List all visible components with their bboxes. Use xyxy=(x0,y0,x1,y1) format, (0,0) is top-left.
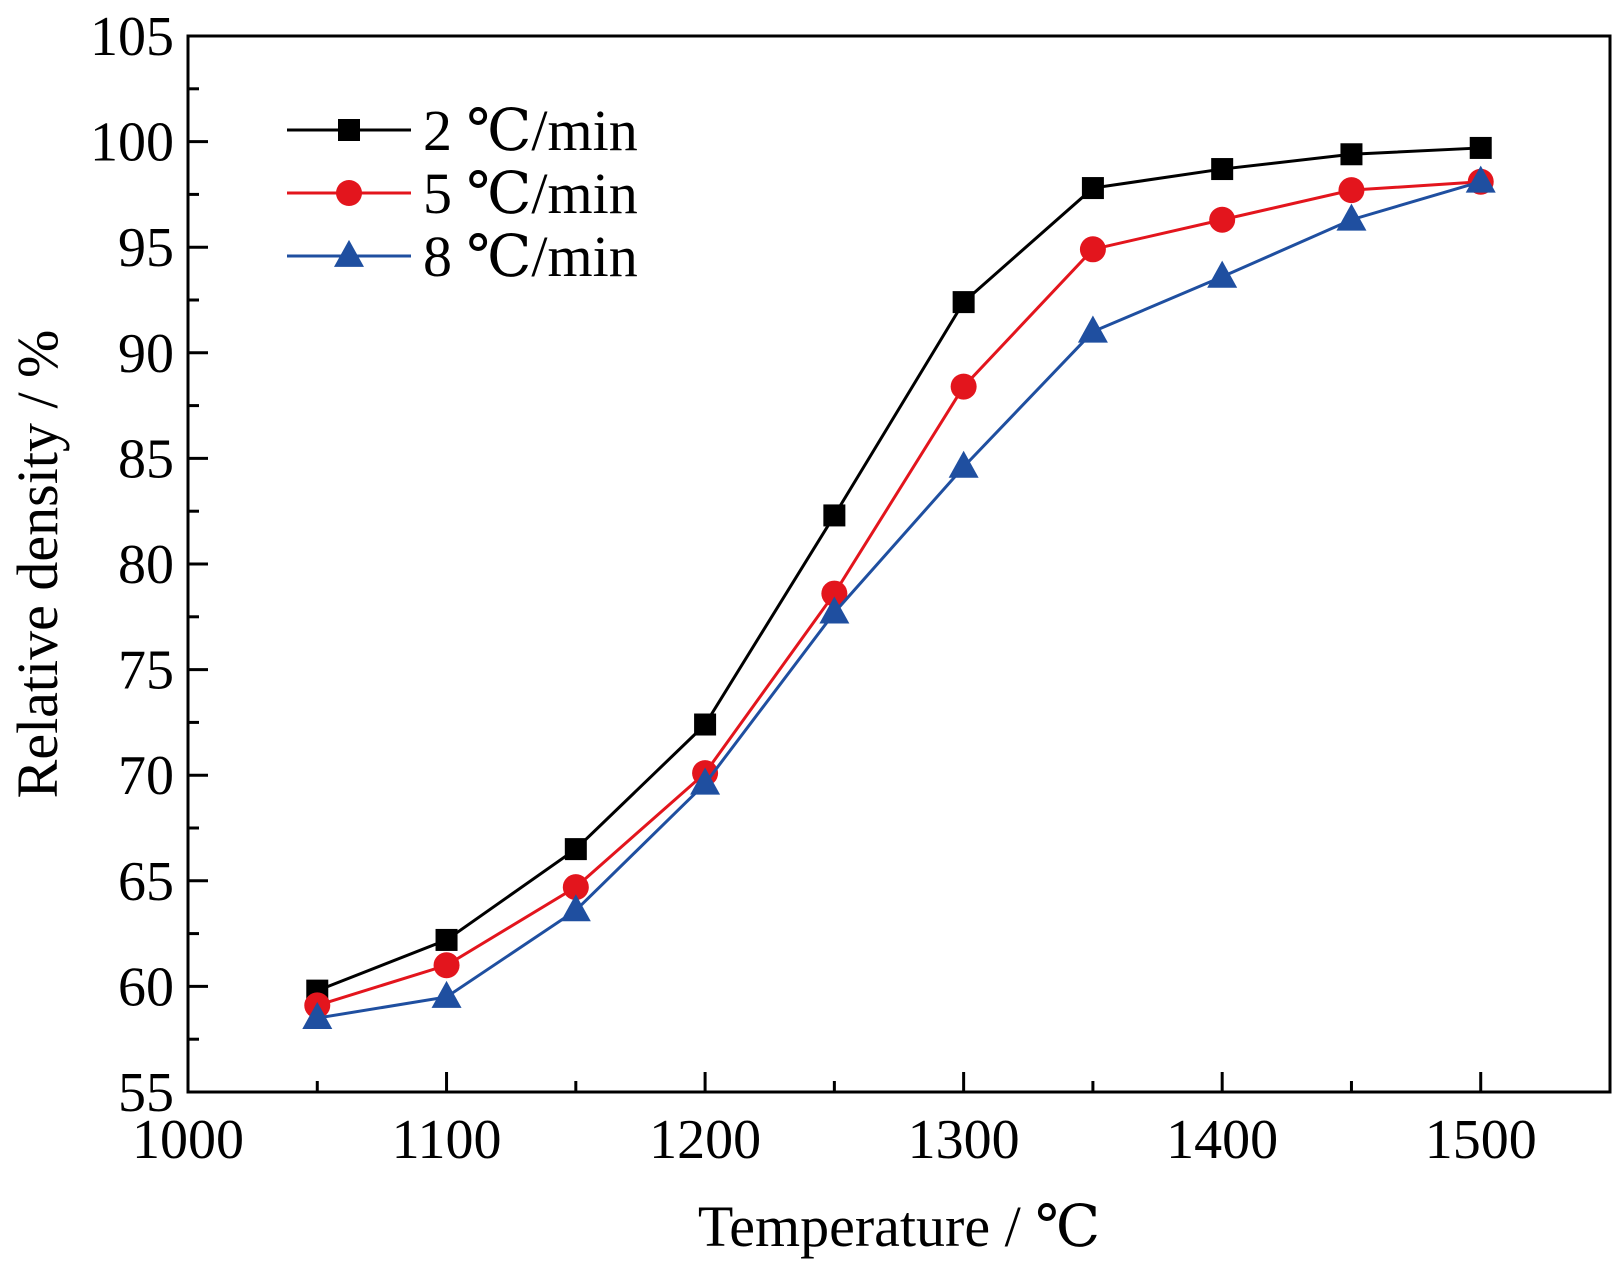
data-point xyxy=(1338,177,1365,204)
data-point xyxy=(819,596,850,624)
legend-item: 2 ℃/min xyxy=(287,98,638,163)
series-line xyxy=(317,180,1482,1020)
legend-marker xyxy=(336,180,362,206)
x-tick-label: 1400 xyxy=(1166,1109,1278,1171)
series-3 xyxy=(302,165,1496,1029)
y-tick-label: 90 xyxy=(118,323,174,385)
y-tick-label: 75 xyxy=(118,640,174,702)
series-layer xyxy=(302,136,1496,1029)
data-point xyxy=(1207,260,1238,288)
data-point xyxy=(823,504,846,527)
data-point xyxy=(1465,165,1496,193)
series-2 xyxy=(304,168,1494,1019)
data-point xyxy=(694,713,717,736)
data-point xyxy=(1469,136,1492,159)
data-point xyxy=(690,767,721,795)
data-point xyxy=(564,838,587,861)
x-tick-label: 1100 xyxy=(392,1109,502,1171)
data-point xyxy=(1079,236,1106,263)
series-line xyxy=(316,180,1481,1007)
x-tick-label: 1000 xyxy=(132,1109,244,1171)
data-point xyxy=(948,450,979,478)
data-point xyxy=(1077,315,1108,343)
axes: 1000 1100 1200 1300 1400 1500 55 60 65 70 75 80 85 90… xyxy=(90,6,1612,1171)
y-tick-label: 65 xyxy=(118,851,174,913)
y-tick-label: 80 xyxy=(118,534,174,596)
legend-item: 8 ℃/min xyxy=(287,224,638,289)
legend-label: 8 ℃/min xyxy=(423,224,638,289)
y-tick-label: 85 xyxy=(118,428,174,490)
data-point xyxy=(1340,143,1363,166)
data-point xyxy=(1336,203,1367,231)
data-point xyxy=(562,874,589,901)
series-line xyxy=(316,146,1481,993)
data-point xyxy=(431,980,462,1008)
data-point xyxy=(302,1001,333,1029)
legend-label: 5 ℃/min xyxy=(423,161,638,226)
data-point xyxy=(1081,177,1104,200)
data-point xyxy=(1211,158,1234,181)
x-tick-label: 1300 xyxy=(908,1109,1020,1171)
y-tick-label: 95 xyxy=(118,217,174,279)
legend-marker xyxy=(338,119,360,141)
legend-marker xyxy=(334,239,364,267)
data-point xyxy=(950,373,977,400)
y-tick-label: 100 xyxy=(90,112,174,174)
x-tick-label: 1500 xyxy=(1425,1109,1537,1171)
data-point xyxy=(821,580,848,607)
data-point xyxy=(433,952,460,979)
legend-item: 5 ℃/min xyxy=(287,161,638,226)
x-axis-label: Temperature / ℃ xyxy=(698,1194,1100,1259)
y-axis-label: Relative density / % xyxy=(5,330,70,799)
data-point xyxy=(1209,206,1236,233)
y-tick-label: 105 xyxy=(90,6,174,68)
data-point xyxy=(435,928,458,951)
data-point xyxy=(952,291,975,314)
y-tick-label: 70 xyxy=(118,745,174,807)
data-point xyxy=(560,894,591,922)
y-tick-label: 55 xyxy=(118,1062,174,1124)
legend-label: 2 ℃/min xyxy=(423,98,638,163)
y-tick-label: 60 xyxy=(118,956,174,1018)
x-tick-label: 1200 xyxy=(649,1109,761,1171)
